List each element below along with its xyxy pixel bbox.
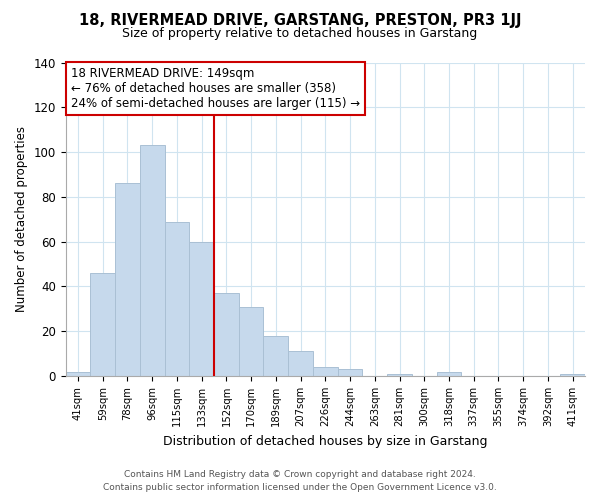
Bar — [91, 273, 115, 376]
Bar — [164, 222, 190, 376]
Text: 18, RIVERMEAD DRIVE, GARSTANG, PRESTON, PR3 1JJ: 18, RIVERMEAD DRIVE, GARSTANG, PRESTON, … — [79, 12, 521, 28]
Bar — [437, 372, 461, 376]
Text: Contains HM Land Registry data © Crown copyright and database right 2024.
Contai: Contains HM Land Registry data © Crown c… — [103, 470, 497, 492]
X-axis label: Distribution of detached houses by size in Garstang: Distribution of detached houses by size … — [163, 434, 488, 448]
Bar — [387, 374, 412, 376]
Bar — [560, 374, 585, 376]
Text: Size of property relative to detached houses in Garstang: Size of property relative to detached ho… — [122, 28, 478, 40]
Bar — [288, 352, 313, 376]
Bar — [190, 242, 214, 376]
Bar — [115, 184, 140, 376]
Bar — [140, 146, 164, 376]
Bar — [65, 372, 91, 376]
Y-axis label: Number of detached properties: Number of detached properties — [15, 126, 28, 312]
Bar — [239, 306, 263, 376]
Text: 18 RIVERMEAD DRIVE: 149sqm
← 76% of detached houses are smaller (358)
24% of sem: 18 RIVERMEAD DRIVE: 149sqm ← 76% of deta… — [71, 67, 360, 110]
Bar — [263, 336, 288, 376]
Bar — [338, 370, 362, 376]
Bar — [313, 367, 338, 376]
Bar — [214, 293, 239, 376]
